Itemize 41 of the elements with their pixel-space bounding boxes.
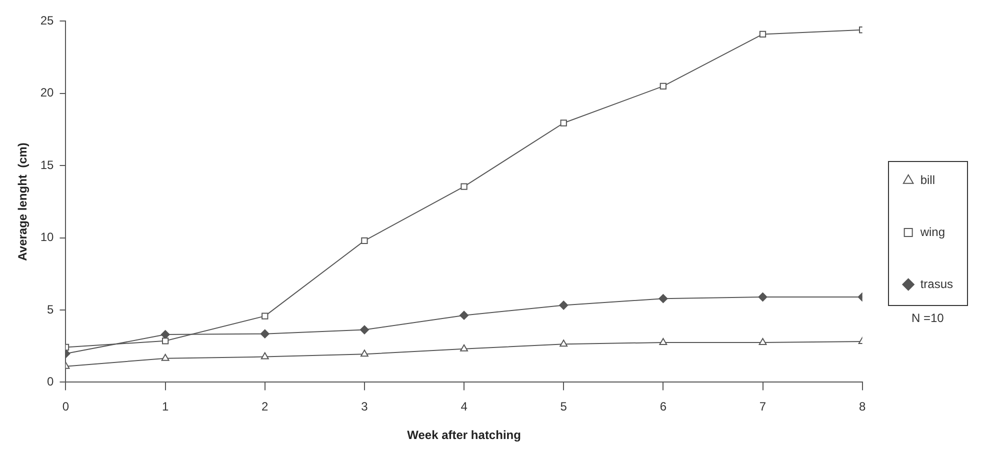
text: N =10	[911, 310, 944, 325]
x-tick-label: 2	[262, 400, 269, 414]
x-tick-label: 1	[162, 400, 169, 414]
point	[161, 354, 170, 361]
point	[559, 300, 568, 310]
point	[560, 340, 568, 347]
y-axis-title: Average lenght (cm)	[16, 142, 30, 261]
point	[560, 120, 567, 126]
x-tick-label: 5	[560, 400, 568, 414]
point	[260, 352, 269, 360]
x-tick-label: 4	[460, 400, 468, 414]
x-tick-label: 0	[62, 400, 70, 414]
x-tick-label: 8	[858, 400, 866, 414]
y-tick-label: 25	[40, 14, 54, 28]
point	[759, 30, 766, 38]
point	[659, 338, 668, 345]
y-tick-label: 15	[40, 158, 54, 172]
y-tick-label: 5	[47, 302, 54, 316]
y-tick-label: 0	[47, 374, 54, 389]
y-tick-label: 10	[40, 230, 54, 244]
point	[460, 183, 468, 190]
point	[758, 338, 767, 345]
y-tick-label: 20	[40, 86, 54, 100]
point	[660, 82, 667, 90]
point	[262, 312, 268, 320]
point	[460, 344, 468, 352]
point	[260, 329, 270, 338]
x-axis-title: Week after hatching	[407, 428, 521, 442]
point	[658, 294, 668, 304]
x-tick-label: 3	[361, 400, 368, 414]
x-tick-label: 7	[759, 400, 766, 414]
legend-label: wing	[919, 224, 946, 239]
legend-label: bill	[920, 172, 935, 187]
x-tick-label: 6	[660, 400, 667, 414]
point	[460, 310, 469, 320]
point	[360, 325, 369, 334]
point	[162, 338, 169, 344]
point	[361, 237, 368, 244]
point	[758, 292, 768, 302]
legend-label: trasus	[920, 276, 954, 291]
point	[360, 350, 368, 357]
